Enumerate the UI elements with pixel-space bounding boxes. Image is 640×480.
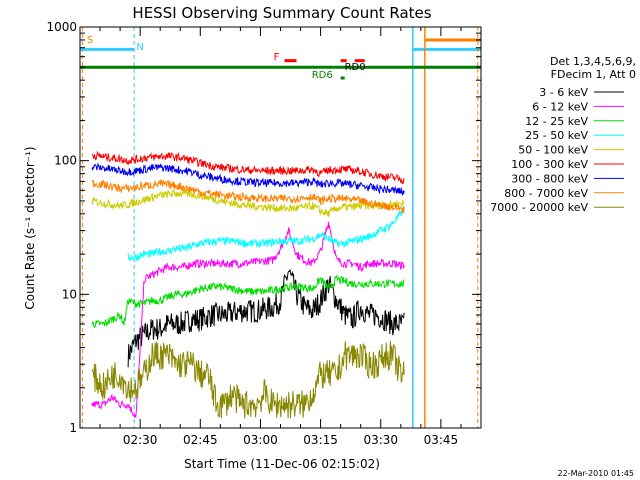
plot-area: S N F RD0 RD6 [80, 27, 481, 428]
x-tick-label: 02:45 [183, 433, 218, 447]
x-tick-label: 03:15 [303, 433, 338, 447]
legend: Det 1,3,4,5,6,9,FDecim 1, Att 0 3 - 6 keV… [490, 55, 636, 214]
legend-entry-label: 6 - 12 keV [532, 100, 588, 113]
x-tick-label: 03:00 [243, 433, 278, 447]
series-line-0 [127, 269, 405, 368]
legend-entry-label: 25 - 50 keV [525, 129, 588, 142]
series-line-1 [91, 221, 405, 419]
y-tick-label: 10 [62, 287, 77, 301]
flag-label-rd0: RD0 [345, 62, 366, 73]
series-line-8 [91, 340, 405, 419]
y-tick-label: 1 [69, 421, 77, 435]
y-axis-label: Count Rate (s⁻¹ detector⁻¹) [23, 146, 37, 309]
legend-entry-label: 3 - 6 keV [539, 86, 588, 99]
legend-header: FDecim 1, Att 0 [551, 68, 636, 81]
legend-entry-label: 50 - 100 keV [518, 144, 588, 157]
series-line-6 [91, 162, 405, 197]
x-tick-label: 03:45 [424, 433, 459, 447]
series-line-2 [91, 274, 405, 328]
legend-entry-label: 12 - 25 keV [525, 115, 588, 128]
flag-label-rd6: RD6 [312, 70, 333, 81]
series-line-5 [91, 150, 405, 185]
x-tick-label: 03:30 [363, 433, 398, 447]
legend-header: Det 1,3,4,5,6,9, [550, 55, 636, 68]
x-axis-label: Start Time (11-Dec-06 02:15:02) [184, 457, 380, 471]
legend-entry-label: 800 - 7000 keV [504, 187, 588, 200]
series-line-3 [127, 205, 405, 262]
x-tick-label: 02:30 [123, 433, 158, 447]
chart-title: HESSI Observing Summary Count Rates [132, 4, 431, 22]
legend-entry-label: 7000 - 20000 keV [490, 201, 588, 214]
series-line-4 [91, 188, 405, 218]
legend-entry-label: 100 - 300 keV [511, 158, 588, 171]
flag-label-n: N [136, 42, 143, 53]
series-line-7 [91, 178, 405, 213]
legend-entry-label: 300 - 800 keV [511, 172, 588, 185]
timestamp: 22-Mar-2010 01:45 [558, 469, 635, 478]
flag-label-s: S [87, 35, 93, 46]
flag-label-f: F [274, 52, 280, 63]
y-tick-label: 1000 [46, 20, 77, 34]
y-tick-label: 100 [54, 154, 77, 168]
axes: 1 10 100 1000 02:30 02:45 03:00 03:15 03:30 03:45 [46, 20, 482, 447]
